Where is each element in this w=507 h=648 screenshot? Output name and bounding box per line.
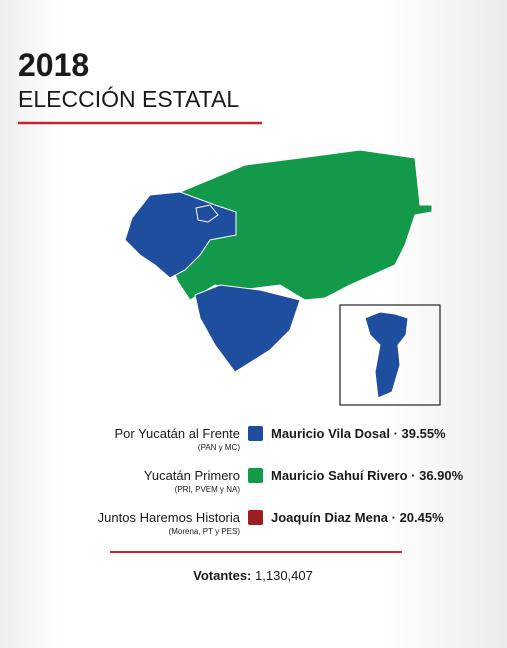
swatch [248, 468, 263, 483]
parties: (Morena, PT y PES) [169, 527, 241, 536]
inset-box [339, 304, 441, 406]
merida-detail [195, 204, 219, 223]
coalition: Juntos Haremos Historia [98, 510, 241, 525]
voters-label: Votantes: [193, 568, 251, 583]
candidate: Joaquín Diaz Mena · 20.45% [271, 510, 444, 525]
coalition: Por Yucatán al Frente [114, 426, 240, 441]
year: 2018 [18, 47, 89, 83]
candidate: Mauricio Sahuí Rivero · 36.90% [271, 468, 464, 483]
candidate: Mauricio Vila Dosal · 39.55% [271, 426, 446, 441]
swatch [248, 426, 263, 441]
parties: (PAN y MC) [198, 443, 240, 452]
legend: Por Yucatán al Frente (PAN y MC) Mauricio … [98, 426, 464, 536]
parties: (PRI, PVEM y NA) [175, 485, 241, 494]
voters: Votantes: 1,130,407 [193, 568, 313, 583]
title: ELECCIÓN ESTATAL [18, 86, 239, 112]
swatch [248, 510, 263, 525]
blue-south-region [194, 284, 301, 373]
inset-map [364, 311, 409, 399]
coalition: Yucatán Primero [144, 468, 240, 483]
voters-value: 1,130,407 [255, 568, 313, 583]
map [124, 149, 433, 373]
